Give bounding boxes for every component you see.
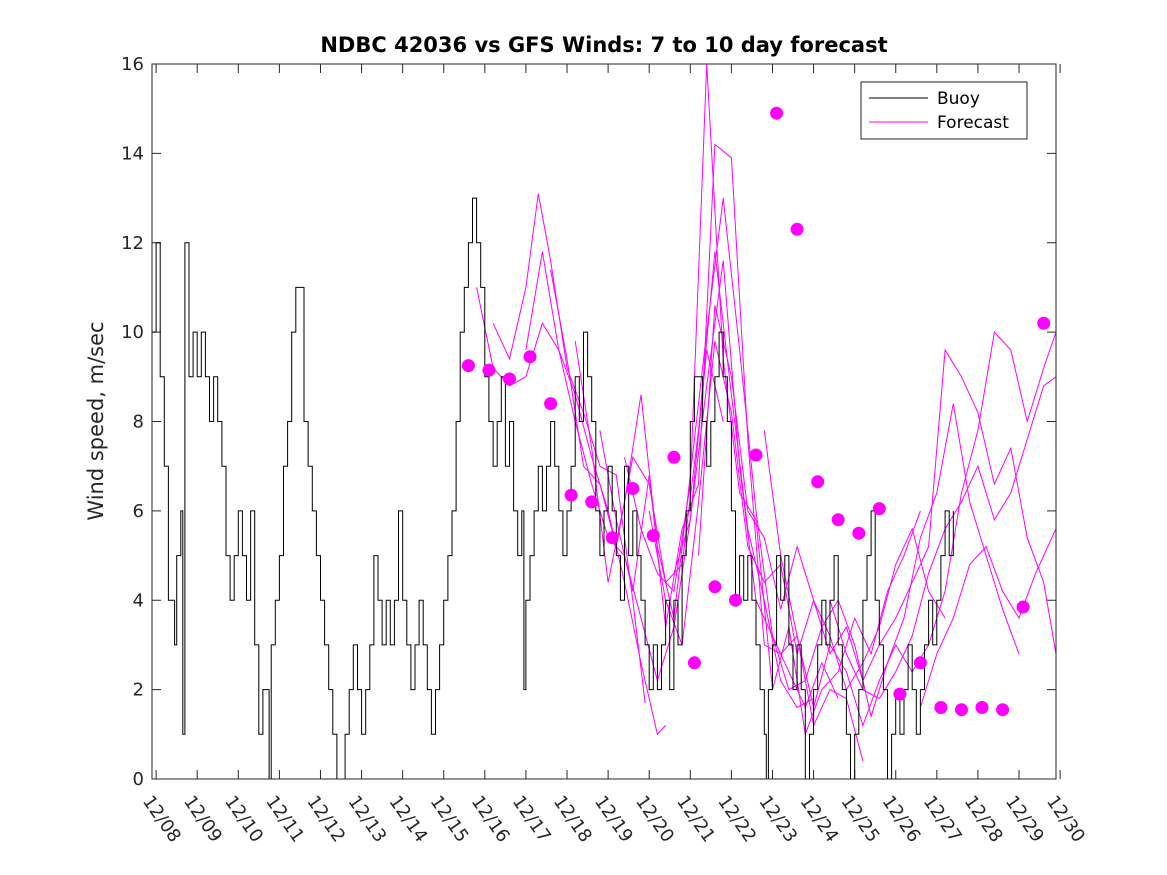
y-axis-label: Wind speed, m/sec bbox=[84, 321, 108, 520]
forecast-marker bbox=[893, 687, 907, 701]
forecast-marker bbox=[975, 701, 989, 714]
buoy-line-group bbox=[152, 197, 954, 779]
forecast-markers bbox=[461, 106, 1051, 717]
y-tick-label: 6 bbox=[133, 501, 144, 522]
legend-buoy-label: Buoy bbox=[937, 89, 980, 109]
forecast-marker bbox=[934, 701, 948, 714]
forecast-marker bbox=[708, 580, 722, 594]
forecast-marker bbox=[585, 495, 599, 509]
forecast-line bbox=[599, 143, 864, 762]
plot-data bbox=[152, 64, 1056, 779]
forecast-marker bbox=[996, 703, 1010, 717]
forecast-marker bbox=[770, 106, 784, 120]
forecast-line bbox=[673, 260, 1020, 719]
forecast-marker bbox=[564, 488, 578, 502]
forecast-marker bbox=[687, 656, 701, 670]
y-tick-label: 0 bbox=[133, 769, 144, 790]
forecast-line bbox=[574, 198, 839, 709]
y-tick-label: 16 bbox=[121, 54, 144, 75]
chart-title: NDBC 42036 vs GFS Winds: 7 to 10 day for… bbox=[320, 33, 887, 57]
forecast-marker bbox=[1037, 316, 1051, 330]
y-tick-label: 12 bbox=[121, 233, 144, 254]
forecast-marker bbox=[955, 703, 968, 717]
forecast-marker bbox=[790, 222, 804, 236]
y-tick-label: 14 bbox=[121, 143, 144, 164]
buoy-line bbox=[152, 197, 954, 779]
y-tick-label: 2 bbox=[133, 680, 144, 701]
legend: Buoy Forecast bbox=[860, 81, 1028, 140]
y-tick-label: 4 bbox=[133, 590, 144, 611]
forecast-marker bbox=[667, 450, 681, 464]
forecast-marker bbox=[1016, 600, 1030, 614]
forecast-marker bbox=[482, 363, 496, 377]
forecast-marker bbox=[523, 350, 537, 364]
forecast-line bbox=[919, 528, 1056, 708]
forecast-marker bbox=[749, 448, 763, 462]
forecast-marker bbox=[811, 475, 825, 489]
y-tick-label: 10 bbox=[121, 322, 144, 343]
forecast-marker bbox=[913, 656, 927, 670]
forecast-marker bbox=[872, 502, 886, 516]
forecast-marker bbox=[831, 513, 845, 527]
y-tick-labels: 0 2 4 6 8 10 12 14 16 bbox=[121, 54, 144, 790]
forecast-marker bbox=[503, 372, 516, 386]
plot-box bbox=[151, 63, 1057, 780]
forecast-marker bbox=[461, 359, 475, 373]
forecast-marker bbox=[729, 593, 742, 607]
forecast-marker bbox=[646, 529, 660, 542]
legend-box bbox=[860, 81, 1028, 140]
forecast-marker bbox=[605, 531, 619, 545]
forecast-marker bbox=[626, 482, 640, 495]
legend-forecast-label: Forecast bbox=[937, 113, 1009, 133]
forecast-marker bbox=[544, 397, 558, 411]
forecast-marker bbox=[852, 526, 866, 540]
y-tick-label: 8 bbox=[133, 412, 144, 433]
